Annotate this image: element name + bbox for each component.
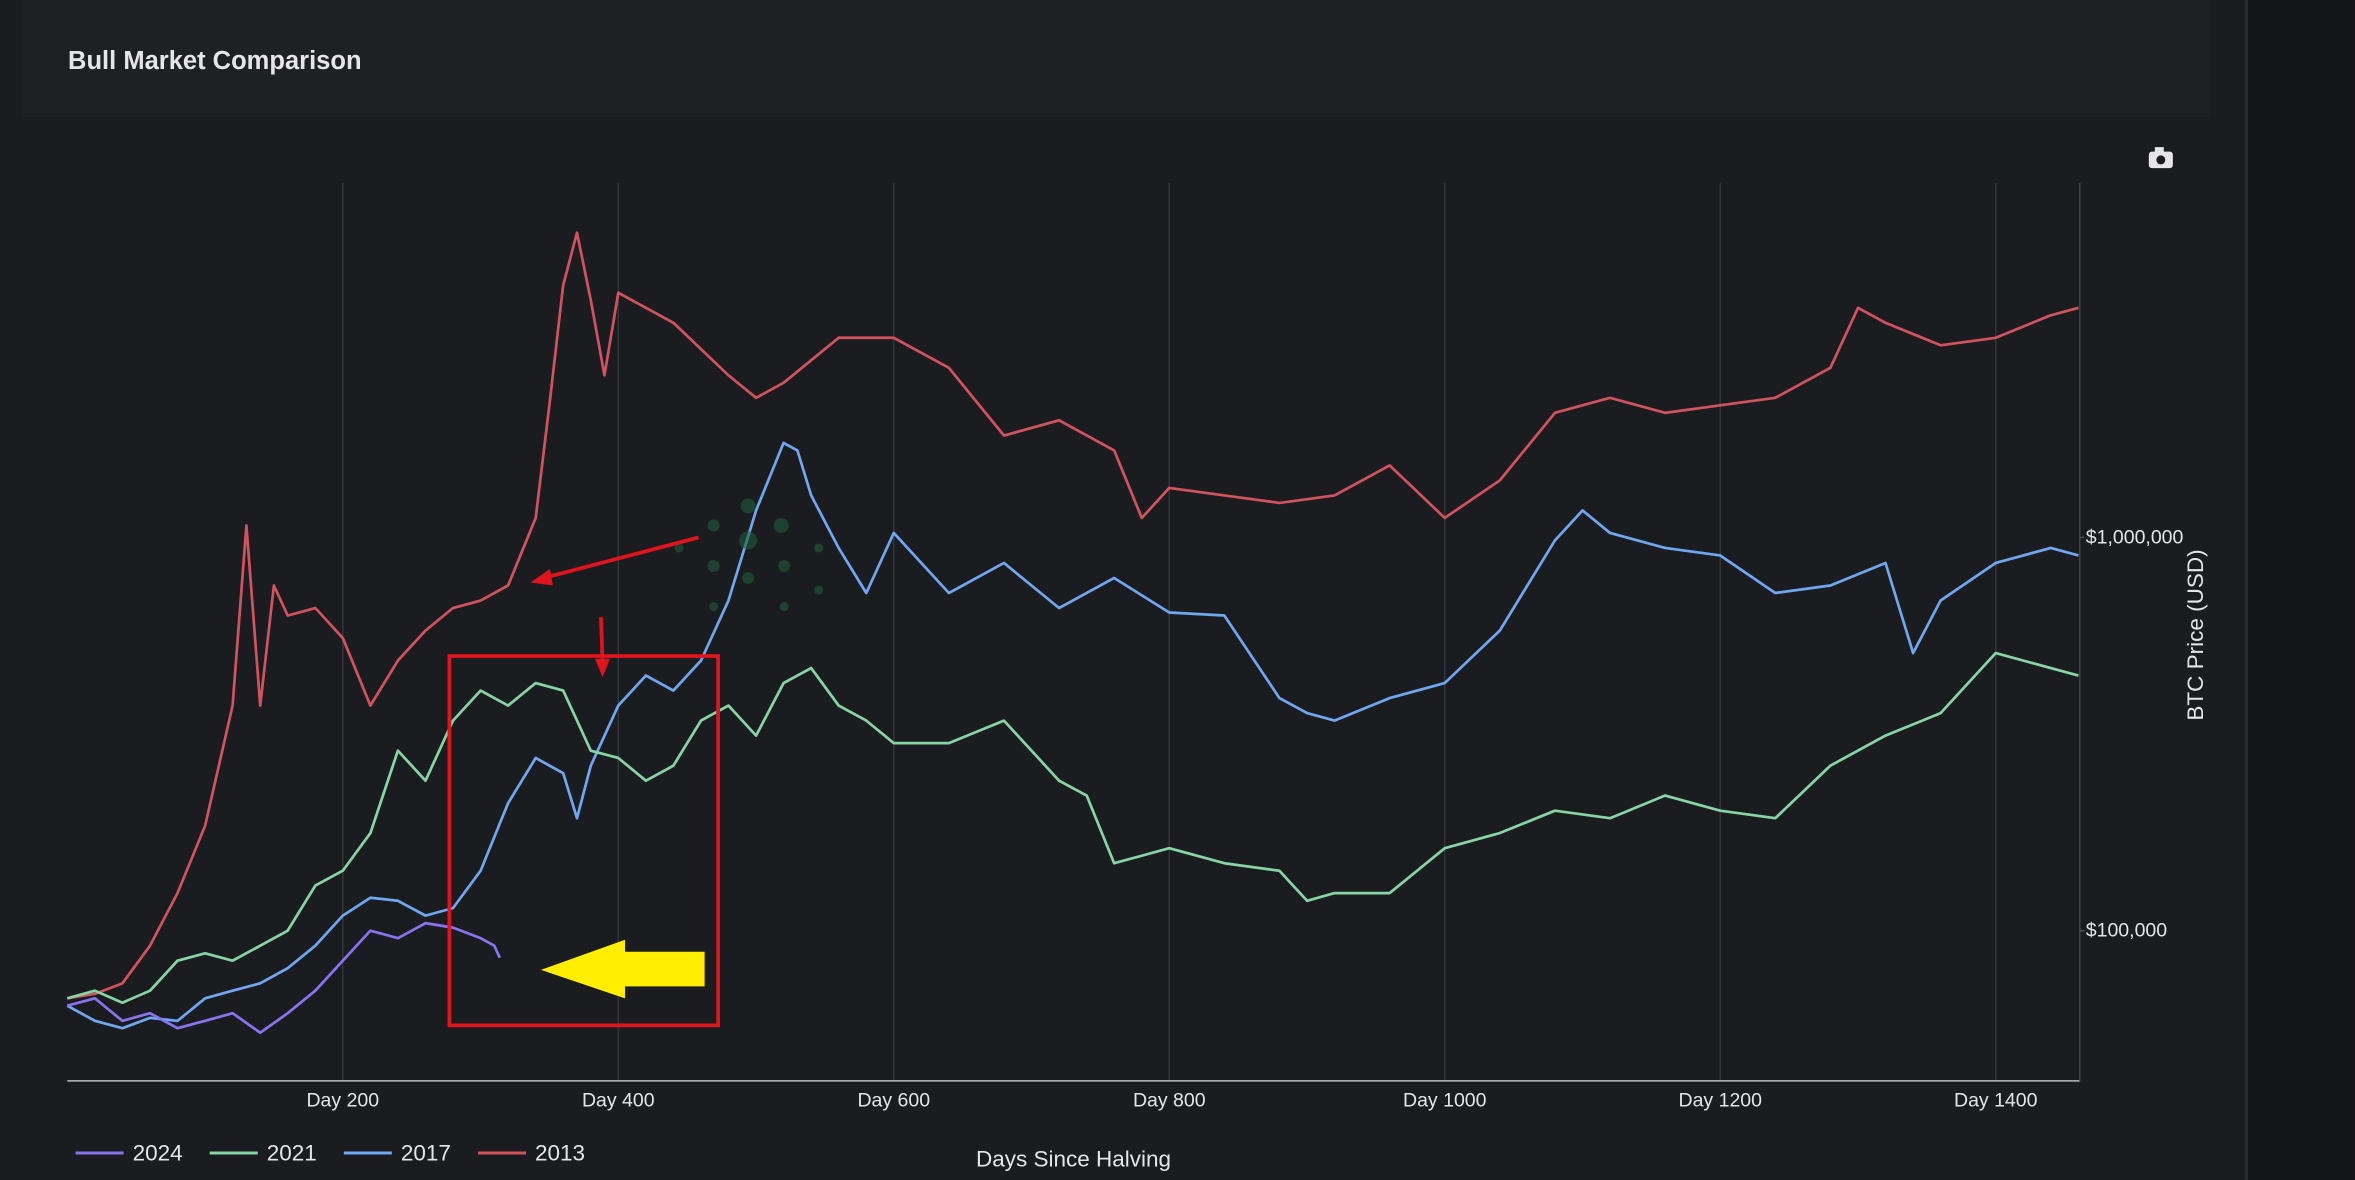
x-tick-label: Day 1000 (1403, 1089, 1487, 1111)
legend-label: 2013 (535, 1140, 585, 1165)
chart-title: Bull Market Comparison (68, 47, 361, 75)
x-tick-label: Day 600 (857, 1089, 930, 1111)
x-tick-label: Day 1200 (1679, 1089, 1763, 1111)
legend-label: 2021 (267, 1140, 317, 1165)
series-line (66, 921, 502, 1035)
series-line (67, 231, 2079, 1000)
red-arrowhead (595, 659, 611, 678)
side-panel (2246, 0, 2355, 1180)
watermark (674, 498, 824, 612)
plot-area: Day 200 Day 400 Day 600 Day 800 Day 1000 Day … (66, 183, 2208, 1171)
y-tick-label: $100,000 (2086, 920, 2167, 942)
header-panel (21, 0, 2211, 118)
series-line (66, 441, 2079, 1030)
red-arrow (543, 535, 700, 580)
camera-icon[interactable] (2148, 147, 2173, 169)
yellow-arrow (540, 939, 705, 999)
x-axis-title: Days Since Halving (976, 1146, 1171, 1171)
y-tick-label: $1,000,000 (2086, 526, 2184, 548)
x-tick-label: Day 1400 (1954, 1089, 2038, 1111)
x-tick-label: Day 400 (582, 1089, 655, 1111)
legend-label: 2024 (133, 1140, 183, 1165)
red-arrowhead (530, 568, 553, 586)
x-tick-label: Day 200 (306, 1089, 379, 1111)
legend-label: 2017 (401, 1140, 451, 1165)
series-line (66, 651, 2079, 1005)
red-arrow (599, 616, 605, 663)
y-axis-title: BTC Price (USD) (2183, 549, 2208, 720)
highlight-box (447, 654, 720, 1028)
x-tick-label: Day 800 (1133, 1089, 1206, 1111)
annotations (447, 498, 824, 1028)
